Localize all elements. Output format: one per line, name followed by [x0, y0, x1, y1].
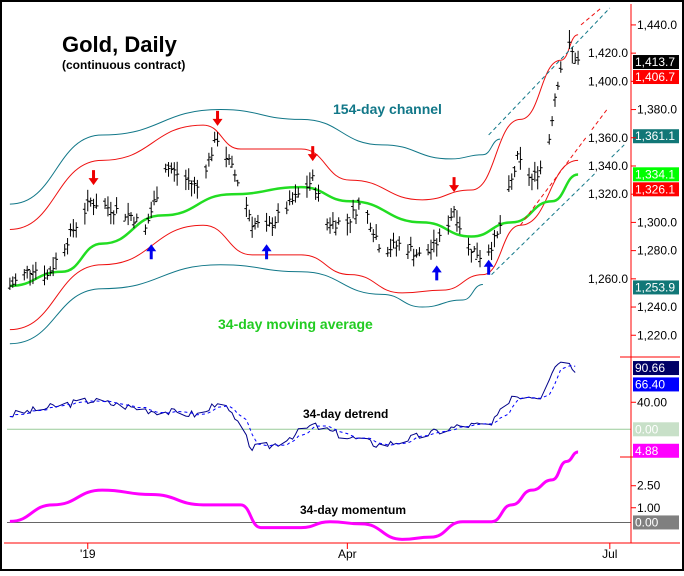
price-last-value-badge	[633, 55, 679, 70]
chart-title: Gold, Daily	[62, 32, 178, 57]
channel-upper-line	[9, 109, 501, 205]
price-axis-tick-label: 1,340.0	[588, 159, 628, 173]
price-last-value-badge	[633, 70, 679, 85]
down-arrow-icon	[307, 146, 318, 162]
down-arrow-icon	[449, 177, 460, 193]
price-last-value-badge-label: 1,334.1	[635, 167, 675, 181]
detrend-last-value-badge-label: 66.40	[635, 377, 665, 391]
price-axis-tick-label: 1,300.0	[637, 215, 677, 229]
price-axis-tick-label-bg	[587, 270, 629, 285]
detrend-last-value-badge	[633, 422, 679, 437]
momentum-axis-tick-label: 1.00	[637, 501, 661, 515]
price-last-value-badge	[633, 129, 679, 144]
chart-subtitle: (continuous contract)	[62, 58, 185, 72]
moving-average-line	[9, 173, 579, 288]
price-last-value-badge-label: 1,361.1	[635, 129, 675, 143]
detrend-line	[9, 361, 576, 452]
price-axis-tick-label-bg	[587, 129, 629, 144]
momentum-axis-tick-label: 2.50	[637, 479, 661, 493]
channel-label: 154-day channel	[333, 101, 442, 117]
momentum-last-value-badge-label: 0.00	[635, 515, 659, 529]
detrend-label: 34-day detrend	[303, 407, 388, 421]
momentum-label: 34-day momentum	[300, 503, 406, 517]
detrend-axis-tick-label: 40.00	[637, 395, 667, 409]
down-arrow-icon	[88, 170, 99, 186]
detrend-last-value-badge	[633, 377, 679, 392]
price-axis-tick-label-bg	[587, 45, 629, 60]
price-axis-tick-label: 1,400.0	[588, 74, 628, 88]
price-axis-tick-label: 1,260.0	[588, 272, 628, 286]
moving-average-label: 34-day moving average	[218, 316, 373, 332]
band-lower-line	[9, 159, 579, 331]
detrend-signal-line	[9, 364, 576, 447]
up-arrow-icon	[431, 265, 442, 281]
channel-projection-line	[519, 109, 608, 226]
price-last-value-badge-label: 1,406.7	[635, 70, 675, 84]
date-axis-tick-label: '19	[80, 547, 96, 561]
channel-lower-line	[9, 264, 483, 345]
channel-projection-line	[488, 7, 611, 136]
detrend-last-value-badge	[633, 361, 679, 376]
detrend-last-value-badge-label: 90.66	[635, 361, 665, 375]
down-arrow-icon	[212, 110, 223, 126]
price-last-value-badge	[633, 167, 679, 182]
momentum-last-value-badge	[633, 515, 679, 530]
price-axis-tick-label: 1,440.0	[637, 18, 677, 32]
price-axis-tick-label: 1,420.0	[588, 46, 628, 60]
price-axis-tick-label-bg	[587, 157, 629, 172]
date-axis-tick-label: Jul	[602, 547, 617, 561]
momentum-last-value-badge	[633, 443, 679, 458]
channel-projection-line	[580, 7, 602, 26]
price-axis-tick-label: 1,380.0	[637, 103, 677, 117]
price-axis-tick-label: 1,360.0	[588, 131, 628, 145]
price-axis-tick-label: 1,220.0	[637, 328, 677, 342]
band-upper-line	[9, 34, 579, 230]
detrend-last-value-badge-label: 0.00	[635, 422, 659, 436]
up-arrow-icon	[483, 259, 494, 275]
up-arrow-icon	[146, 244, 157, 260]
price-last-value-badge-label: 1,413.7	[635, 55, 675, 69]
price-last-value-badge	[633, 280, 679, 295]
price-axis-tick-label-bg	[587, 186, 629, 201]
price-axis-tick-label: 1,240.0	[637, 300, 677, 314]
up-arrow-icon	[261, 244, 272, 260]
price-last-value-badge-label: 1,326.1	[635, 182, 675, 196]
price-axis-tick-label-bg	[587, 73, 629, 88]
date-axis-tick-label: Apr	[338, 547, 357, 561]
price-last-value-badge-label: 1,253.9	[635, 280, 675, 294]
price-last-value-badge	[633, 182, 679, 197]
price-axis-tick-label: 1,280.0	[637, 244, 677, 258]
momentum-line	[9, 450, 579, 541]
momentum-last-value-badge-label: 4.88	[635, 444, 659, 458]
price-axis-tick-label: 1,320.0	[588, 187, 628, 201]
